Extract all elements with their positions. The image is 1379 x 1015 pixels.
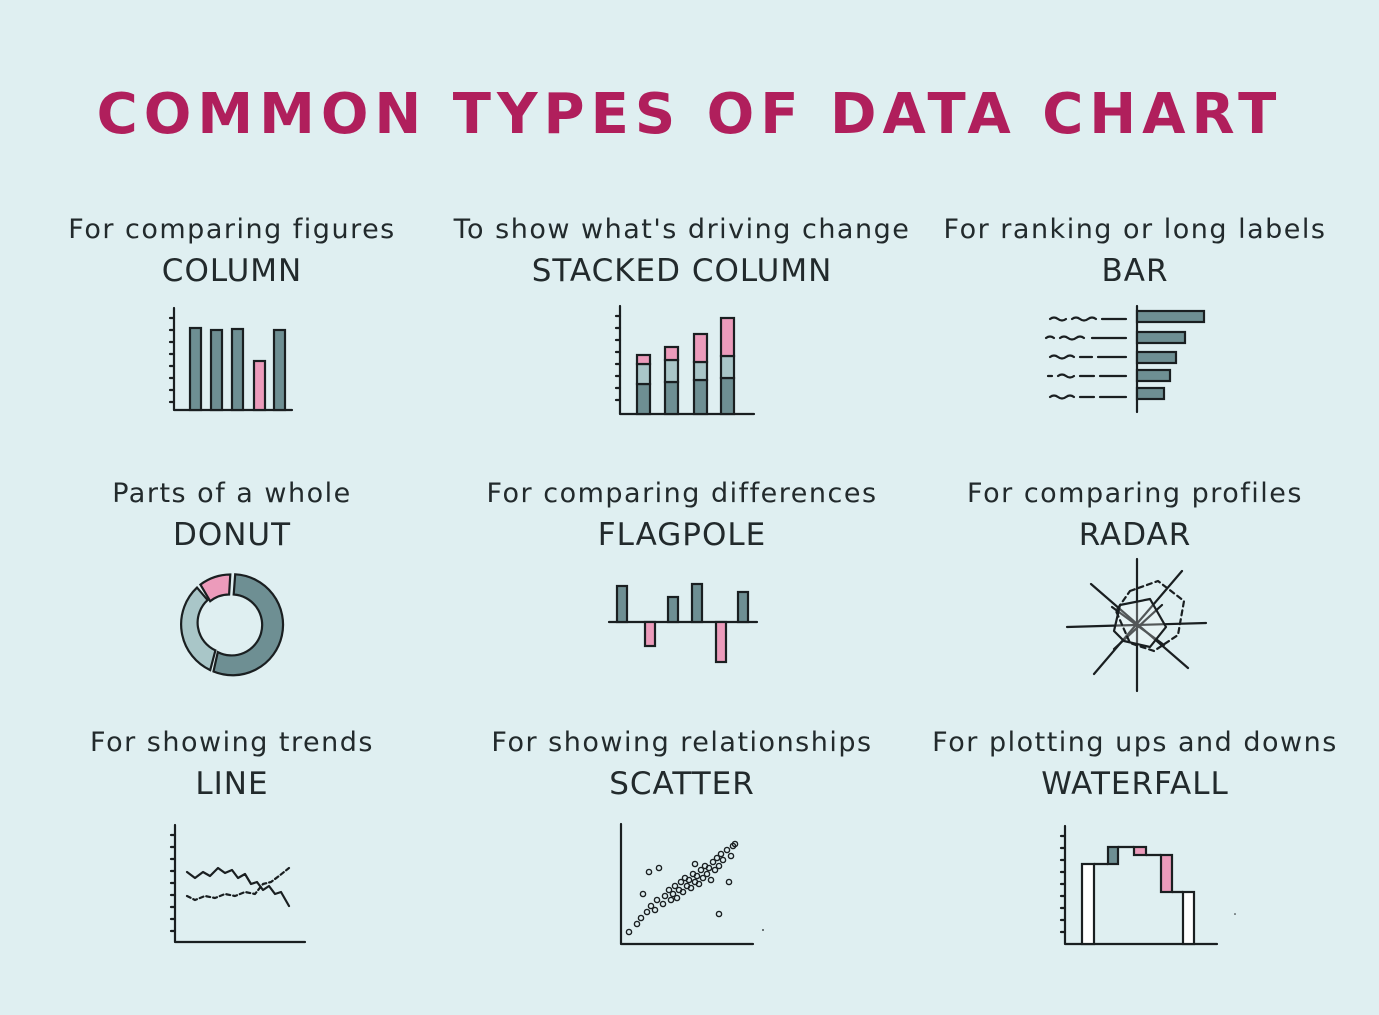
chart-name: COLUMN [161, 253, 303, 289]
scatter-dot [687, 884, 695, 892]
chart-description: For comparing figures [68, 214, 396, 245]
page-title: COMMON TYPES OF DATA CHART [96, 82, 1283, 147]
chart-type-line: For showing trends LINE [2, 727, 462, 802]
chart-type-radar: For comparing profiles RADAR [905, 478, 1365, 553]
scatter-dot [667, 896, 675, 904]
scatter-dot [647, 902, 655, 910]
scatter-dot [709, 858, 717, 866]
scatter-dot [673, 894, 681, 902]
chart-name: FLAGPOLE [597, 517, 767, 553]
scatter-chart-icon [619, 822, 764, 946]
scatter-dot [727, 852, 735, 860]
scatter-dot [637, 914, 645, 922]
scatter-dot [651, 906, 659, 914]
scatter-dot [639, 890, 647, 898]
line-chart-icon [169, 823, 307, 944]
scatter-dot [625, 928, 633, 936]
scatter-dot [691, 860, 699, 868]
scatter-dot [729, 842, 737, 850]
column-chart-icon [168, 306, 294, 412]
chart-name: DONUT [172, 517, 292, 553]
flagpole-chart-icon [607, 582, 759, 664]
scatter-dot [659, 900, 667, 908]
scatter-dot [653, 896, 661, 904]
chart-description: For comparing differences [486, 478, 878, 509]
scatter-dot [669, 890, 677, 898]
stacked-column-chart-icon [614, 304, 756, 416]
scatter-dot [719, 856, 727, 864]
chart-name: STACKED COLUMN [531, 253, 833, 289]
chart-description: For comparing profiles [967, 478, 1303, 509]
chart-name: BAR [1101, 253, 1169, 289]
scatter-dot [645, 868, 653, 876]
chart-type-scatter: For showing relationships SCATTER [452, 727, 912, 802]
scatter-dot [715, 910, 723, 918]
chart-name: SCATTER [609, 766, 755, 802]
chart-type-stacked-column: To show what's driving change STACKED CO… [452, 214, 912, 289]
chart-type-bar: For ranking or long labels BAR [905, 214, 1365, 289]
scatter-dot [699, 874, 707, 882]
scatter-dot [677, 878, 685, 886]
scatter-dot [671, 882, 679, 890]
scatter-dot [725, 878, 733, 886]
chart-name: RADAR [1078, 517, 1192, 553]
scatter-dot [715, 862, 723, 870]
chart-description: Parts of a whole [112, 478, 352, 509]
bar-chart-icon [1044, 304, 1206, 414]
scatter-dot [723, 846, 731, 854]
chart-type-donut: Parts of a whole DONUT [2, 478, 462, 553]
scatter-dot [665, 886, 673, 894]
scatter-dot [661, 892, 669, 900]
scatter-dot [655, 864, 663, 872]
scatter-dot [643, 908, 651, 916]
scatter-dot [703, 870, 711, 878]
scatter-dot [679, 888, 687, 896]
chart-name: WATERFALL [1041, 766, 1229, 802]
chart-description: For plotting ups and downs [932, 727, 1338, 758]
scatter-dot [685, 876, 693, 884]
chart-description: For showing relationships [491, 727, 873, 758]
scatter-dot [717, 850, 725, 858]
scatter-dot [711, 866, 719, 874]
scatter-dot [707, 876, 715, 884]
radar-chart-icon [1065, 557, 1208, 693]
scatter-dot [713, 854, 721, 862]
scatter-dot [705, 864, 713, 872]
chart-name: LINE [195, 766, 269, 802]
scatter-dot [693, 872, 701, 880]
waterfall-chart-icon [1059, 824, 1236, 946]
chart-type-column: For comparing figures COLUMN [2, 214, 462, 289]
chart-description: For ranking or long labels [943, 214, 1327, 245]
donut-chart-icon [180, 573, 285, 677]
chart-type-flagpole: For comparing differences FLAGPOLE [452, 478, 912, 553]
chart-description: To show what's driving change [453, 214, 911, 245]
scatter-dot [695, 880, 703, 888]
chart-description: For showing trends [90, 727, 374, 758]
scatter-dot [633, 920, 641, 928]
chart-type-waterfall: For plotting ups and downs WATERFALL [905, 727, 1365, 802]
scatter-dot [697, 866, 705, 874]
